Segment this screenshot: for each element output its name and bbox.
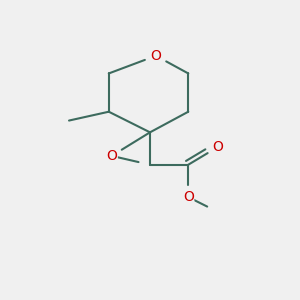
Text: O: O xyxy=(151,49,161,63)
Text: O: O xyxy=(183,190,194,204)
Text: O: O xyxy=(212,140,223,154)
Text: O: O xyxy=(106,149,117,163)
